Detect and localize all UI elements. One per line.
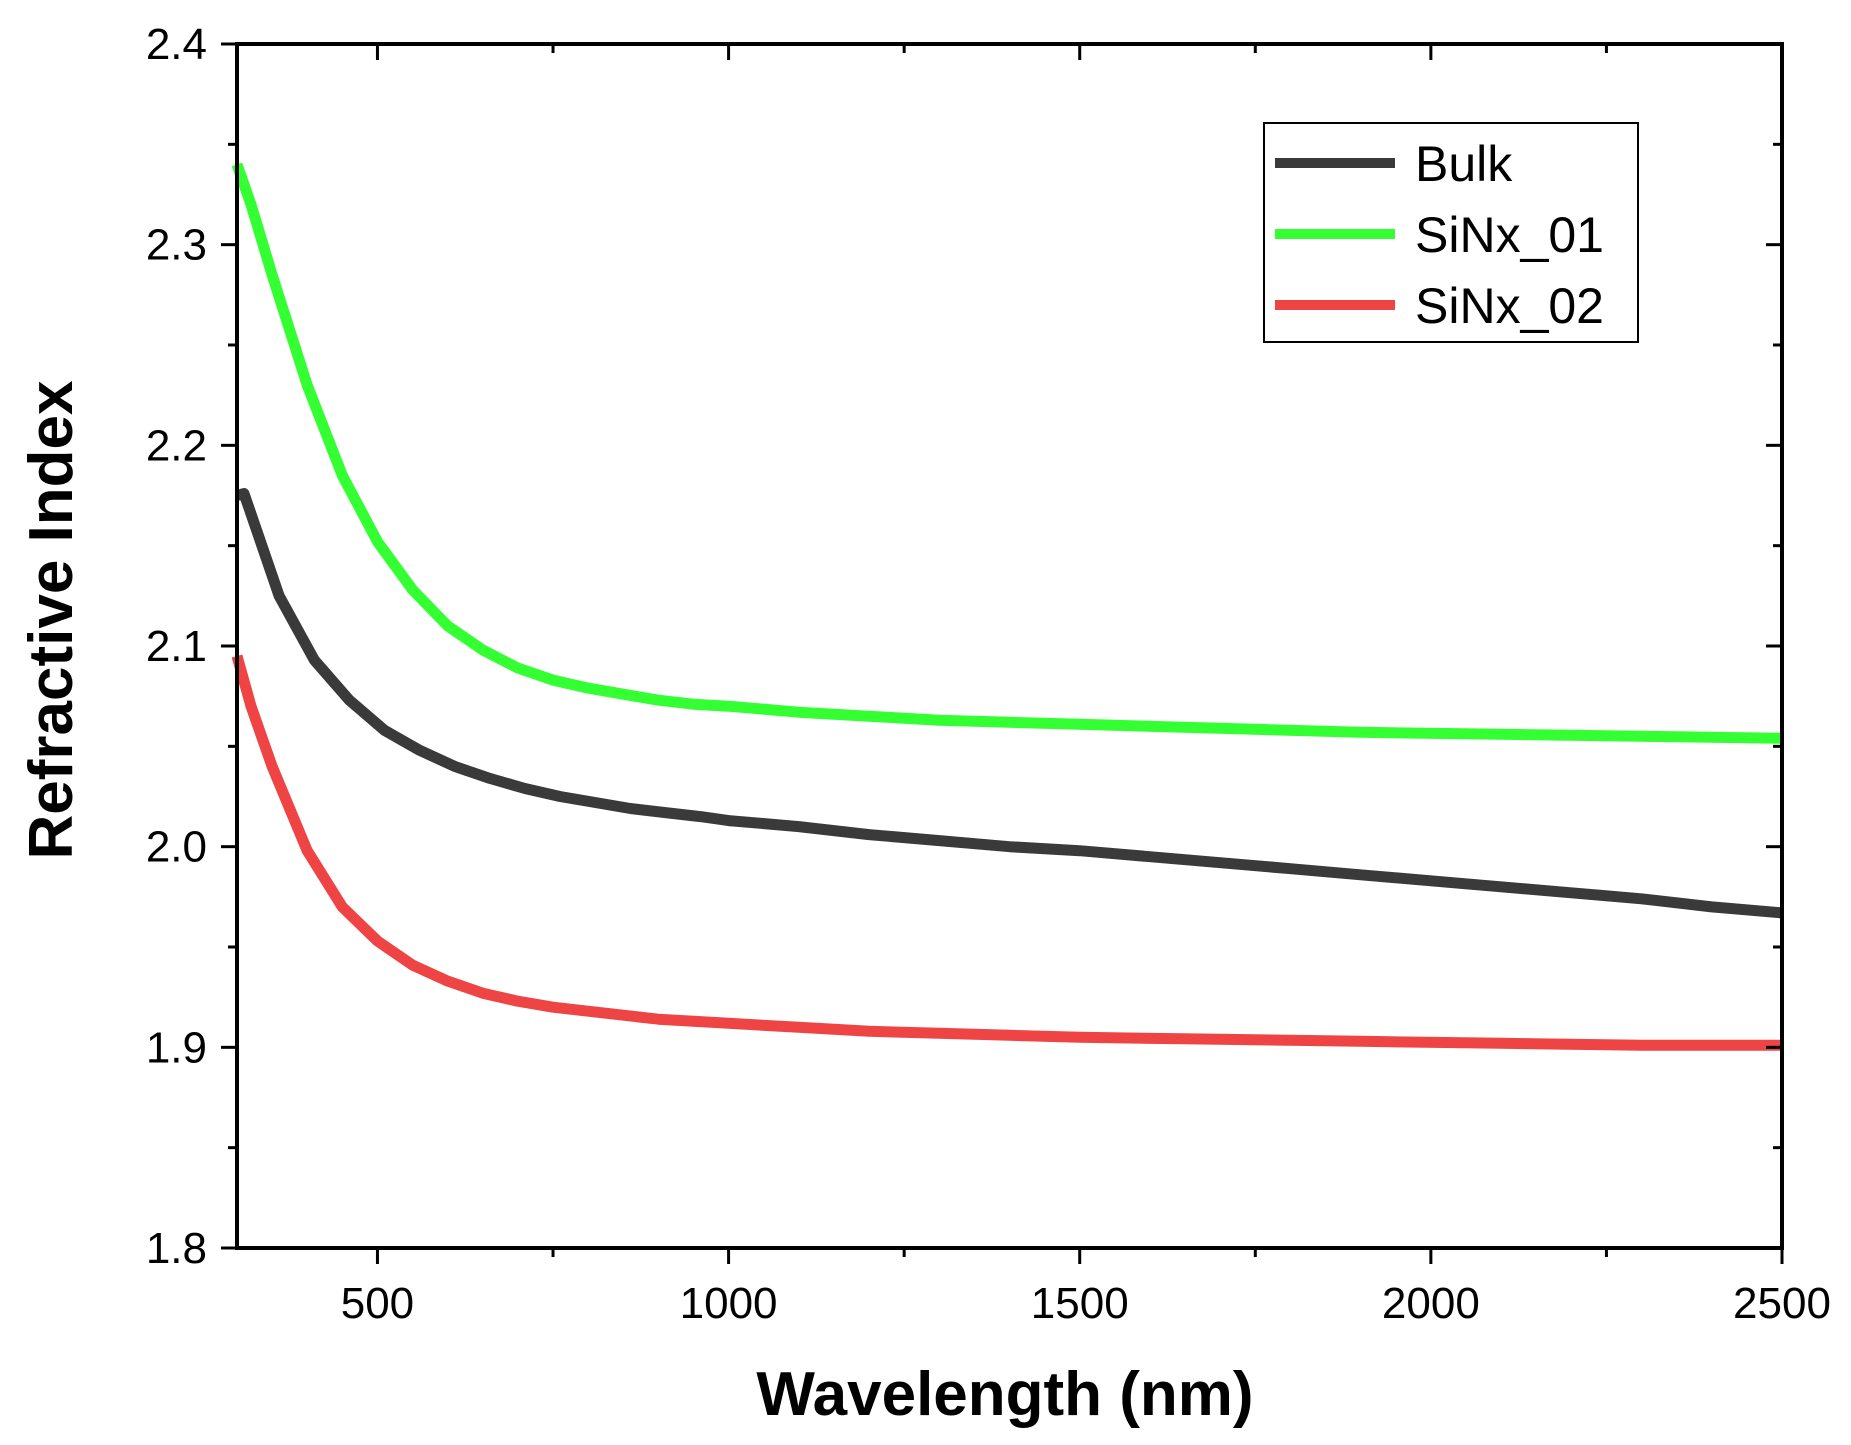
legend-label-sinx-01: SiNx_01	[1415, 207, 1604, 263]
legend: Bulk SiNx_01 SiNx_02	[1263, 122, 1639, 343]
x-tick-label: 2500	[1733, 1279, 1831, 1328]
series-line-sinx-01	[231, 162, 1783, 744]
x-tick-label: 2000	[1382, 1279, 1480, 1328]
labels-layer: 500 1000 1500 2000 2500 1.8 1.9 2.0 2.1 2.2 2.3 2.4	[146, 20, 1831, 1328]
y-tick-label: 1.8	[146, 1224, 207, 1273]
y-tick-label: 2.0	[146, 823, 207, 872]
ticks-layer	[221, 42, 1784, 1264]
y-tick-label: 2.1	[146, 622, 207, 671]
y-tick-label: 2.4	[146, 20, 207, 69]
series-layer	[231, 162, 1783, 1051]
legend-label-bulk: Bulk	[1415, 136, 1513, 192]
x-tick-label: 1000	[680, 1279, 778, 1328]
y-axis-title: Refractive Index	[17, 380, 86, 860]
y-tick-label: 2.2	[146, 421, 207, 470]
x-tick-label: 1500	[1031, 1279, 1129, 1328]
x-axis-title: Wavelength (nm)	[756, 1360, 1253, 1429]
y-tick-label: 2.3	[146, 221, 207, 270]
legend-label-sinx-02: SiNx_02	[1415, 278, 1604, 334]
x-tick-label: 500	[341, 1279, 414, 1328]
series-line-bulk	[235, 488, 1783, 919]
series-line-sinx-02	[231, 654, 1782, 1051]
y-tick-label: 1.9	[146, 1023, 207, 1072]
